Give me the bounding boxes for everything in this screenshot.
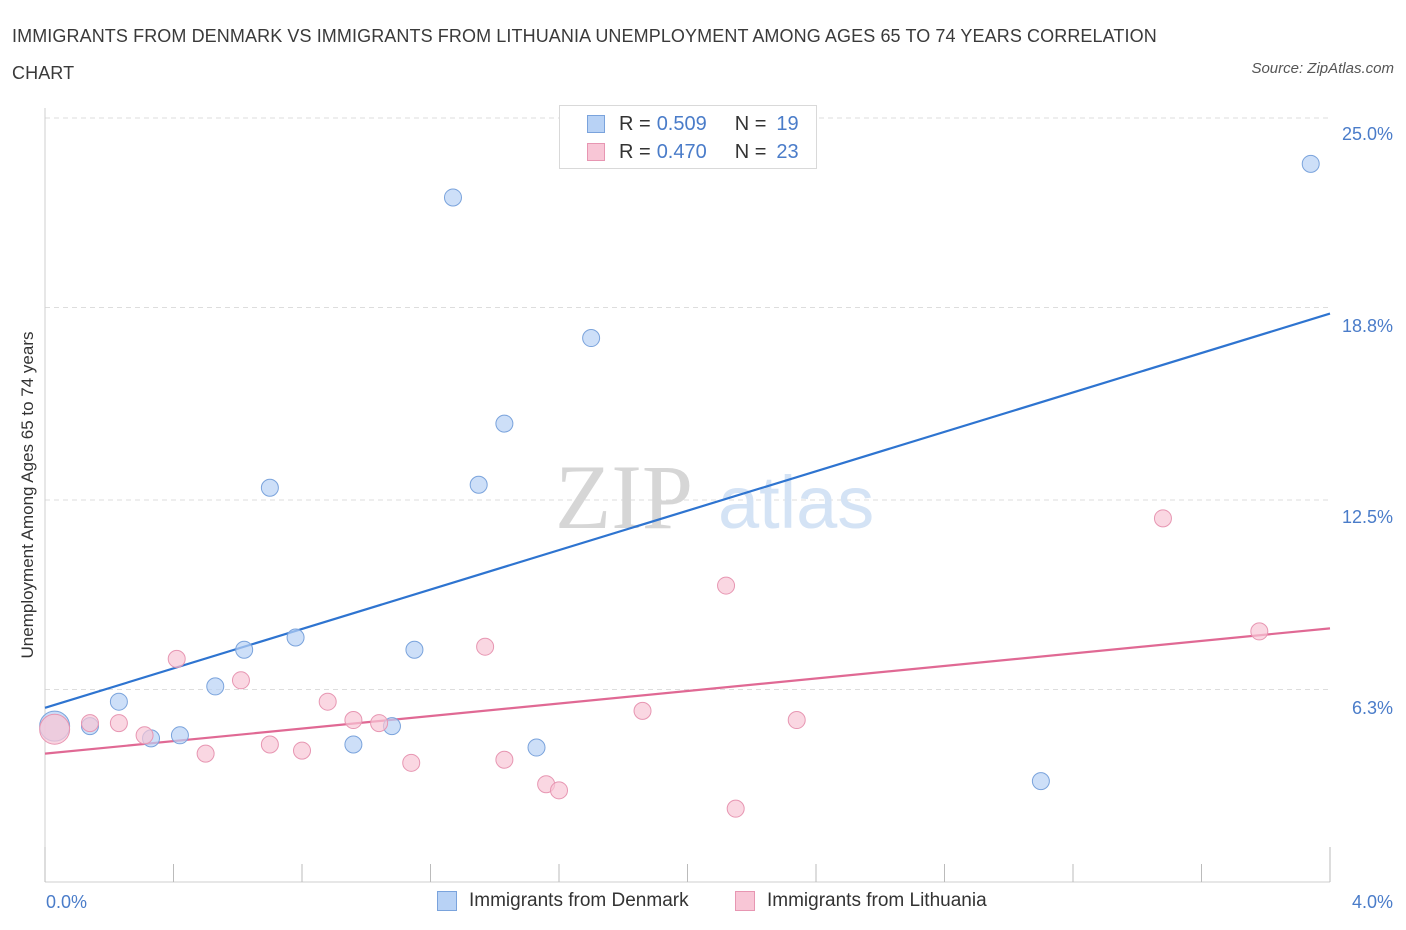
point-lithuania	[402, 753, 421, 772]
axes	[44, 108, 1331, 883]
point-lithuania	[633, 701, 652, 720]
point-denmark	[469, 475, 488, 494]
point-denmark	[260, 478, 279, 497]
point-lithuania	[260, 735, 279, 754]
point-lithuania	[293, 741, 311, 760]
point-denmark	[527, 738, 546, 757]
point-lithuania	[550, 781, 568, 800]
point-lithuania	[476, 637, 495, 656]
point-denmark	[495, 414, 514, 433]
watermark-zip: ZIP	[555, 446, 693, 548]
legend-r-label: R =	[619, 112, 651, 135]
point-denmark	[1031, 772, 1050, 791]
point-lithuania	[39, 713, 71, 745]
stats-legend: R = 0.509 N = 19 R = 0.470 N = 23	[559, 105, 817, 169]
y-axis-title: Unemployment Among Ages 65 to 74 years	[18, 332, 37, 659]
point-lithuania	[344, 711, 363, 730]
bottom-legend-swatch-lithuania	[735, 891, 755, 911]
bottom-legend-lithuania: Immigrants from Lithuania	[735, 890, 987, 912]
bottom-legend-label-denmark: Immigrants from Denmark	[469, 890, 689, 911]
point-lithuania	[135, 726, 154, 745]
y-tick-label-25: 25.0%	[1342, 124, 1393, 144]
point-lithuania	[80, 714, 99, 733]
legend-r-value: 0.509	[656, 112, 707, 135]
bottom-legend-swatch-denmark	[437, 891, 457, 911]
watermark-atlas: atlas	[718, 461, 874, 544]
point-denmark	[109, 692, 128, 711]
point-denmark	[170, 726, 189, 745]
source-label: Source: ZipAtlas.com	[1251, 60, 1394, 77]
x-tick-label-min: 0.0%	[46, 892, 87, 912]
point-lithuania	[1153, 509, 1172, 528]
point-denmark	[582, 329, 601, 348]
legend-n-value: 19	[776, 112, 799, 135]
point-lithuania	[726, 799, 745, 818]
point-lithuania	[495, 750, 514, 769]
legend-row-denmark: R = 0.509 N = 19	[587, 112, 799, 136]
point-denmark	[344, 735, 363, 754]
point-lithuania	[787, 711, 806, 730]
data-points	[39, 154, 1320, 818]
legend-r-value: 0.470	[656, 140, 707, 163]
point-lithuania	[318, 692, 337, 711]
trend-line-lithuania	[44, 627, 1331, 755]
y-tick-label-18-8: 18.8%	[1342, 316, 1393, 336]
trend-line-denmark	[44, 312, 1331, 709]
point-denmark	[405, 640, 424, 659]
legend-row-lithuania: R = 0.470 N = 23	[587, 140, 799, 164]
point-lithuania	[1250, 622, 1269, 641]
chart-title: IMMIGRANTS FROM DENMARK VS IMMIGRANTS FR…	[12, 26, 1157, 83]
bottom-legend-label-lithuania: Immigrants from Lithuania	[767, 890, 987, 911]
point-lithuania	[196, 744, 215, 763]
grid-lines	[45, 117, 1330, 690]
legend-n-value: 23	[776, 140, 799, 163]
trend-lines	[44, 312, 1331, 755]
point-denmark	[235, 640, 254, 659]
legend-n-label: N =	[734, 112, 767, 135]
y-tick-label-6-3: 6.3%	[1352, 698, 1393, 718]
legend-r-label: R =	[619, 140, 651, 163]
point-lithuania	[717, 576, 736, 595]
legend-swatch-denmark	[587, 115, 605, 133]
point-lithuania	[231, 671, 250, 690]
point-denmark	[206, 677, 225, 696]
x-tick-label-max: 4.0%	[1352, 892, 1393, 912]
point-denmark	[286, 628, 305, 647]
point-denmark	[1301, 154, 1320, 173]
point-lithuania	[370, 714, 389, 733]
point-lithuania	[109, 714, 128, 733]
point-denmark	[443, 188, 462, 207]
y-tick-label-12-5: 12.5%	[1342, 507, 1393, 527]
point-lithuania	[167, 649, 186, 668]
legend-swatch-lithuania	[587, 143, 605, 161]
legend-n-label: N =	[734, 140, 767, 163]
bottom-legend-denmark: Immigrants from Denmark	[437, 890, 689, 912]
